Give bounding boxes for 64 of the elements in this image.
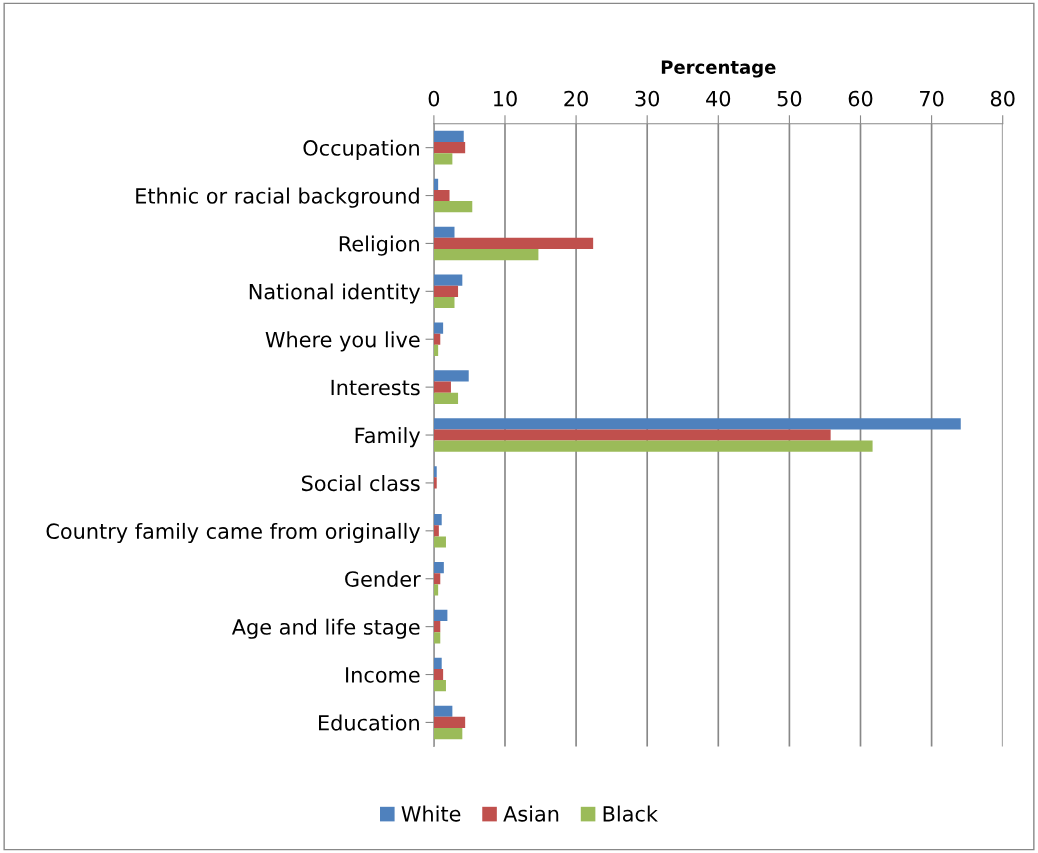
y-tick-label: National identity xyxy=(249,283,421,304)
bar xyxy=(433,716,466,729)
bar xyxy=(433,705,453,717)
bar xyxy=(433,381,451,393)
x-tick-label: 60 xyxy=(848,90,873,107)
bar xyxy=(433,392,459,404)
bar xyxy=(433,249,539,261)
bar xyxy=(433,657,442,669)
bar xyxy=(433,237,594,250)
bar xyxy=(433,429,831,441)
legend-label: Asian xyxy=(503,805,559,822)
bar xyxy=(433,333,441,345)
bar xyxy=(433,525,439,537)
bar xyxy=(433,477,437,489)
bar xyxy=(433,514,442,526)
bar xyxy=(433,189,450,202)
bar xyxy=(433,466,437,478)
x-tick-label: 30 xyxy=(635,90,660,107)
bar xyxy=(433,536,446,548)
y-tick-label: Occupation xyxy=(303,139,419,160)
y-tick-label: Gender xyxy=(345,570,421,587)
bar xyxy=(433,274,463,286)
y-tick-label: Interests xyxy=(331,379,420,396)
y-tick-label: Family xyxy=(355,427,421,448)
bar xyxy=(433,573,441,585)
bar xyxy=(433,632,441,644)
bar xyxy=(433,322,444,334)
bar xyxy=(433,668,444,681)
legend-label: White xyxy=(401,805,461,822)
bar xyxy=(433,440,873,452)
bar xyxy=(433,142,466,154)
bar xyxy=(433,728,463,740)
bar xyxy=(433,153,453,165)
y-tick-label: Social class xyxy=(301,475,420,492)
bar xyxy=(433,344,439,356)
y-tick-label: Ethnic or racial background xyxy=(136,187,419,208)
x-axis-title: Percentage xyxy=(661,60,776,78)
bar xyxy=(433,370,469,382)
legend-label: Black xyxy=(603,805,658,822)
x-tick-label: 50 xyxy=(777,90,802,107)
x-tick-label: 20 xyxy=(564,90,588,107)
bar xyxy=(433,130,464,143)
bar xyxy=(433,561,444,574)
bar xyxy=(433,178,439,190)
bar xyxy=(433,418,961,430)
bar xyxy=(433,584,439,596)
x-tick-label: 0 xyxy=(428,90,440,107)
bar xyxy=(433,285,459,297)
y-tick-label: Religion xyxy=(339,235,419,256)
y-tick-label: Country family came from originally xyxy=(46,522,421,544)
y-tick-label: Where you live xyxy=(265,331,420,352)
bar xyxy=(433,609,448,622)
bar xyxy=(433,621,441,633)
y-tick-label: Age and life stage xyxy=(231,618,420,639)
x-tick-label: 40 xyxy=(706,90,731,107)
x-tick-label: 70 xyxy=(920,90,944,107)
x-tick-label: 80 xyxy=(990,90,1015,107)
y-tick-label: Education xyxy=(319,714,419,731)
bar xyxy=(433,680,446,692)
bar xyxy=(433,201,473,213)
y-tick-label: Income xyxy=(346,667,420,683)
bar xyxy=(433,226,455,238)
bar xyxy=(433,296,455,309)
x-tick-label: 10 xyxy=(494,90,517,107)
